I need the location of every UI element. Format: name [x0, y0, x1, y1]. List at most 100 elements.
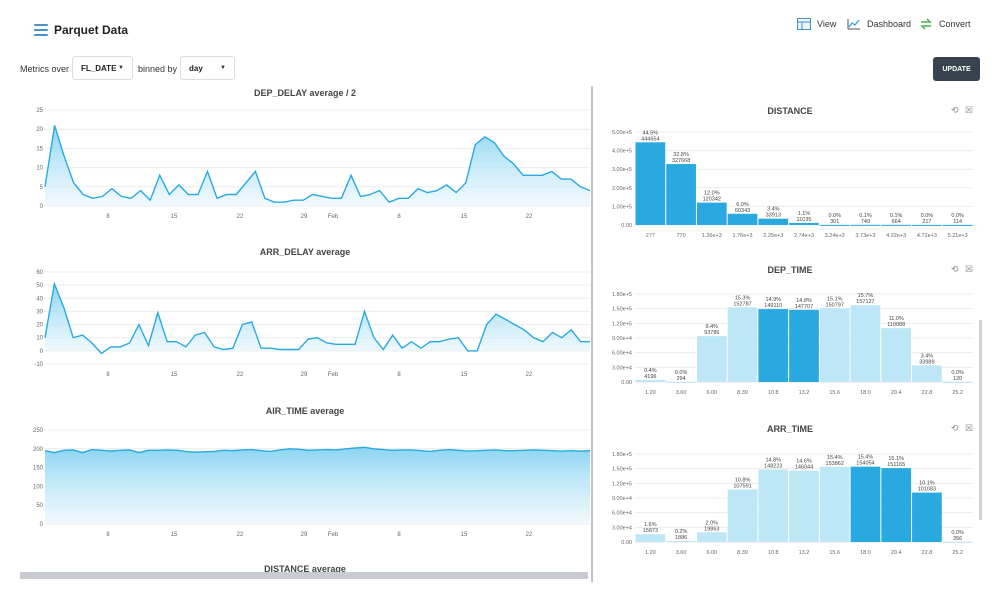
x-tick-label: 22 — [237, 214, 244, 220]
histogram-bar — [881, 328, 912, 382]
hamburger-menu-icon[interactable] — [34, 24, 48, 36]
bar-percent-label: 15.1% — [827, 296, 843, 302]
bar-percent-label: 12.0% — [704, 191, 720, 197]
bar-count-label: 664 — [892, 219, 901, 225]
histogram-bar — [819, 308, 850, 382]
reset-zoom-icon[interactable]: ⟲ — [951, 264, 959, 274]
chart-title-arr-time: ARR_TIME — [766, 424, 813, 434]
bar-count-label: 4196 — [644, 374, 656, 380]
bar-percent-label: 0.2% — [675, 529, 688, 535]
x-tick-label: 22.8 — [922, 390, 933, 396]
nav-view[interactable]: View — [797, 18, 836, 30]
y-tick-label: 5 — [40, 185, 44, 191]
dep-delay-line-chart: 0 5 10 15 20 25 8 15 22 29 Feb 8 15 22 — [36, 108, 591, 220]
close-icon[interactable]: ☒ — [965, 264, 974, 274]
bar-count-label: 327668 — [672, 158, 690, 164]
histogram-bar — [635, 142, 666, 225]
y-tick-label: 60 — [36, 270, 43, 276]
histogram-bar — [666, 541, 696, 543]
histogram-bar — [942, 381, 973, 383]
nav-convert[interactable]: Convert — [919, 18, 971, 30]
x-tick-label: 1.76e+3 — [733, 233, 753, 239]
x-tick-label: 22 — [526, 372, 533, 378]
panel-divider[interactable] — [591, 86, 593, 582]
y-tick-label: -10 — [34, 362, 43, 368]
x-tick-label: 15 — [171, 372, 178, 378]
bar-percent-label: 0.0% — [675, 370, 688, 376]
x-tick-label: 18.0 — [860, 390, 871, 396]
histogram-bar — [942, 224, 973, 226]
x-tick-label: 15.6 — [829, 390, 840, 396]
horizontal-scrollbar[interactable] — [20, 572, 588, 579]
arr-delay-line-chart: -10 0 10 20 30 40 50 60 8 15 22 29 Feb 8 15 22 — [34, 270, 590, 378]
bar-count-label: 11035 — [797, 217, 812, 223]
metric-select[interactable]: FL_DATE ▼ — [72, 56, 133, 80]
bar-percent-label: 14.6% — [796, 459, 812, 465]
series-area — [45, 447, 590, 524]
bin-select-value: day — [189, 63, 203, 73]
bar-percent-label: 9.4% — [706, 324, 719, 330]
x-tick-label: 29 — [301, 372, 308, 378]
x-tick-label: 4.22e+3 — [886, 233, 906, 239]
histogram-bar — [666, 381, 696, 383]
x-tick-label: 20.4 — [891, 550, 902, 556]
x-tick-label: 22 — [526, 214, 533, 220]
histogram-bar — [758, 469, 789, 542]
bar-count-label: 93786 — [704, 330, 719, 336]
x-tick-label: 8 — [397, 372, 401, 378]
bar-count-label: 153862 — [826, 461, 844, 467]
x-tick-label: 6.00 — [706, 390, 717, 396]
histogram-bar — [789, 222, 819, 225]
bar-percent-label: 0.1% — [890, 213, 903, 219]
vertical-scrollbar[interactable] — [979, 320, 982, 520]
x-tick-label: Feb — [328, 532, 339, 538]
page-title: Parquet Data — [54, 23, 129, 37]
y-tick-label: 20 — [36, 323, 43, 329]
arr-time-histogram: 0.00 3.00e+4 6.00e+4 9.00e+4 1.20e+5 1.50e+5 1… — [612, 452, 973, 556]
histogram-bar — [727, 489, 758, 542]
y-tick-label: 4.00e+5 — [612, 149, 632, 155]
line-chart-icon — [847, 19, 860, 30]
bar-count-label: 19863 — [704, 526, 719, 532]
reset-zoom-icon[interactable]: ⟲ — [951, 105, 959, 115]
x-tick-label: 20.4 — [891, 390, 902, 396]
bar-count-label: 151165 — [887, 462, 905, 468]
bar-count-label: 114 — [953, 219, 962, 225]
y-tick-label: 10 — [36, 336, 43, 342]
x-tick-label: 13.2 — [799, 390, 810, 396]
x-tick-label: 18.0 — [860, 550, 871, 556]
bar-count-label: 15873 — [643, 528, 658, 534]
x-tick-label: 1.26e+3 — [702, 233, 722, 239]
bar-percent-label: 0.4% — [644, 368, 657, 374]
y-tick-label: 1.20e+5 — [612, 481, 632, 487]
histogram-bar — [912, 492, 942, 542]
histogram-bar — [942, 541, 973, 543]
bar-count-label: 444654 — [641, 136, 659, 142]
bar-count-label: 157127 — [856, 299, 874, 305]
bin-select[interactable]: day ▼ — [180, 56, 235, 80]
nav-convert-label: Convert — [939, 19, 971, 29]
histogram-bar — [881, 224, 912, 226]
x-tick-label: 3.24e+3 — [825, 233, 845, 239]
x-tick-label: 8 — [397, 214, 401, 220]
y-tick-label: 0.00 — [621, 540, 632, 546]
y-tick-label: 200 — [33, 447, 44, 453]
x-tick-label: Feb — [328, 372, 339, 378]
reset-zoom-icon[interactable]: ⟲ — [951, 423, 959, 433]
bar-percent-label: 0.0% — [951, 530, 964, 536]
y-tick-label: 1.80e+5 — [612, 452, 632, 458]
bar-percent-label: 6.0% — [736, 202, 749, 208]
histogram-bar — [819, 224, 850, 226]
update-button[interactable]: UPDATE — [933, 57, 980, 81]
x-tick-label: 29 — [301, 214, 308, 220]
histogram-bar — [789, 309, 819, 382]
close-icon[interactable]: ☒ — [965, 105, 974, 115]
x-tick-label: 5.21e+3 — [948, 233, 968, 239]
nav-dashboard[interactable]: Dashboard — [847, 18, 911, 30]
histogram-bar — [758, 218, 789, 225]
y-tick-label: 40 — [36, 296, 43, 302]
y-tick-label: 10 — [36, 166, 43, 172]
close-icon[interactable]: ☒ — [965, 423, 974, 433]
bar-percent-label: 2.0% — [706, 520, 719, 526]
x-tick-label: 277 — [646, 233, 655, 239]
